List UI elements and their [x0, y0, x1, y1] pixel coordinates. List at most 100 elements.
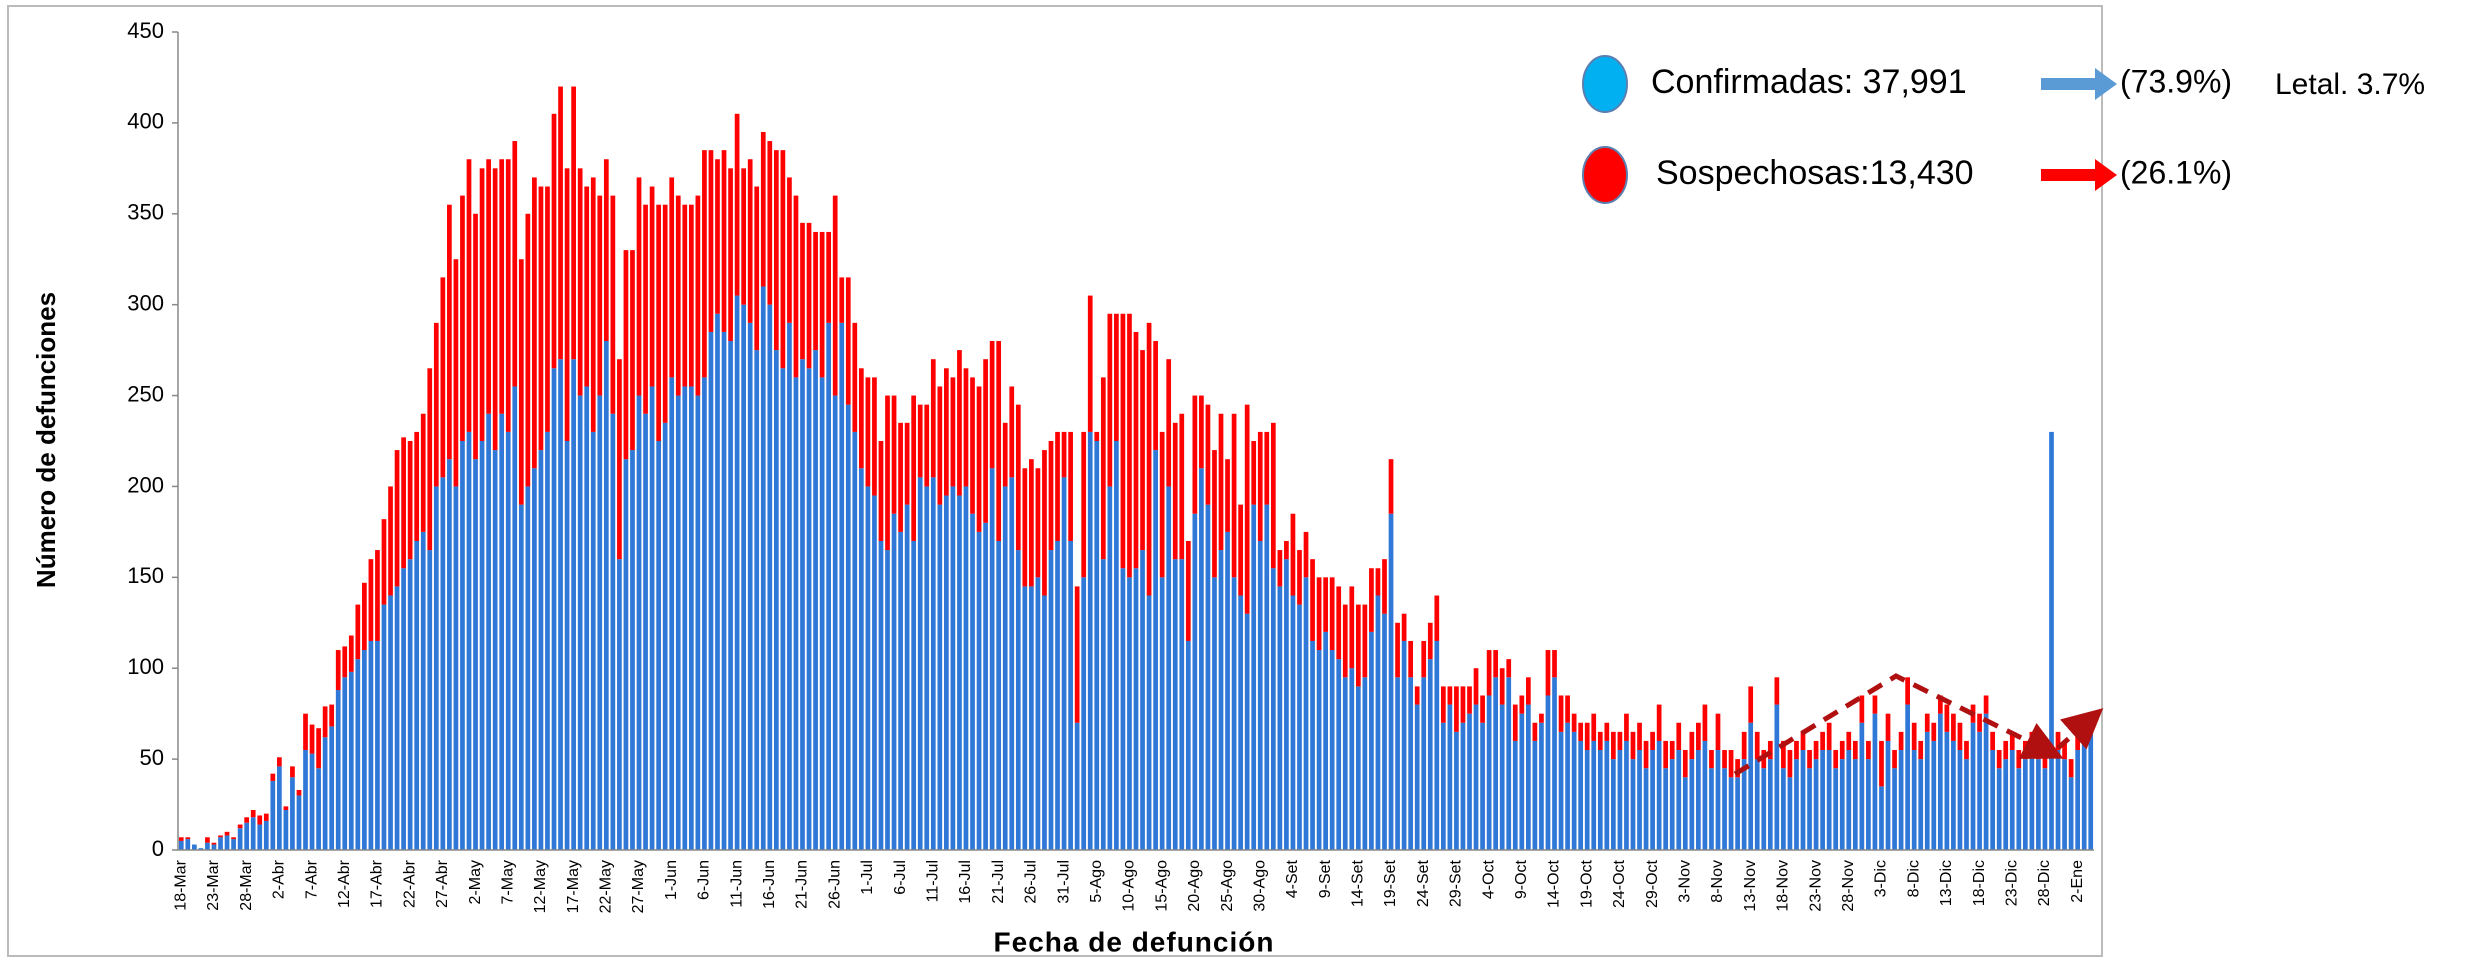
bar: [1741, 731, 1747, 760]
bar: [1310, 640, 1315, 850]
x-tick-label: 16-Jun: [761, 860, 778, 909]
bar: [1977, 731, 1982, 850]
bar: [662, 204, 668, 423]
bar: [793, 195, 799, 378]
bar: [322, 706, 328, 738]
bar: [1918, 759, 1924, 850]
bar: [309, 724, 315, 754]
bar: [224, 835, 230, 850]
bar: [1519, 713, 1525, 850]
bar: [564, 441, 570, 850]
bar: [636, 177, 642, 396]
bar: [898, 422, 903, 532]
bar: [1081, 577, 1087, 850]
x-tick-label: 1-Jul: [859, 860, 876, 895]
bar: [1388, 459, 1394, 514]
bar: [891, 513, 897, 850]
bar: [1774, 677, 1780, 705]
bar: [394, 450, 400, 587]
bar: [303, 713, 308, 751]
bar: [486, 413, 491, 850]
bar: [492, 450, 498, 850]
bar: [1676, 722, 1682, 751]
bar: [1277, 550, 1283, 587]
bar: [963, 486, 969, 850]
x-tick-label: 13-Dic: [1938, 860, 1955, 906]
bar: [1663, 768, 1669, 850]
bar: [976, 531, 982, 850]
bar: [545, 431, 550, 850]
bar: [1813, 759, 1819, 850]
bar: [603, 159, 609, 342]
x-tick-label: 20-Ago: [1186, 860, 1203, 912]
bar: [2029, 750, 2035, 850]
bar: [904, 422, 910, 505]
bar: [741, 168, 746, 305]
bar: [858, 468, 864, 850]
bar: [1617, 750, 1623, 850]
bar: [773, 150, 779, 351]
bar: [839, 277, 845, 323]
x-tick-label: 11-Jun: [728, 860, 745, 908]
bar: [610, 195, 616, 414]
bar: [1440, 686, 1446, 723]
bar: [453, 486, 459, 850]
bar: [388, 595, 393, 850]
bar: [819, 231, 825, 378]
plot-area: 0 50 100 150 200 250 300 350 400 450 18-Mar 23-Mar 2…: [127, 18, 2094, 913]
bar: [1767, 740, 1773, 760]
bar: [1676, 750, 1682, 850]
bar: [1408, 677, 1414, 850]
legend-marker: [1582, 146, 1628, 204]
bar: [924, 404, 930, 487]
bar: [1813, 740, 1819, 760]
bar: [1506, 677, 1512, 850]
bar: [427, 368, 433, 551]
bar: [773, 350, 779, 850]
bar: [1061, 477, 1067, 850]
bar: [1781, 740, 1786, 769]
bar: [440, 477, 446, 850]
bar: [1434, 595, 1440, 641]
bar: [1539, 713, 1544, 723]
bar: [1015, 550, 1021, 850]
x-tick-label: 19-Oct: [1578, 859, 1595, 908]
bar: [1983, 713, 1989, 850]
bar: [1022, 468, 1028, 587]
bar: [1682, 750, 1688, 778]
bar: [473, 459, 478, 850]
bar: [734, 113, 740, 296]
x-tick-label: 26-Jun: [826, 860, 843, 909]
bar: [1604, 740, 1610, 850]
bar: [1526, 704, 1531, 850]
bar: [1480, 695, 1485, 723]
bar: [1839, 759, 1845, 850]
bar: [1728, 777, 1734, 850]
bar: [1454, 686, 1459, 732]
bar: [1493, 650, 1499, 678]
bar: [1800, 731, 1806, 751]
x-tick-label: 11-Jul: [925, 860, 942, 902]
bar: [1578, 740, 1584, 850]
bar: [1539, 722, 1544, 850]
bar: [1133, 568, 1139, 850]
legend-label: Sospechosas:13,430: [1656, 154, 1974, 192]
bar: [505, 431, 511, 850]
bar: [1787, 750, 1793, 778]
bar: [1114, 441, 1119, 850]
x-tick-label: 6-Jul: [892, 860, 909, 895]
bar: [218, 835, 223, 838]
bar: [937, 504, 943, 850]
bar: [2042, 768, 2048, 850]
bar: [1087, 295, 1093, 432]
bar: [290, 777, 295, 850]
x-tick-label: 14-Set: [1350, 859, 1367, 907]
x-tick-label: 19-Set: [1382, 859, 1399, 907]
bar: [1702, 740, 1708, 850]
bar: [532, 177, 537, 469]
x-tick-label: 22-May: [598, 860, 615, 913]
bar: [1624, 713, 1629, 741]
annotation: (26.1%): [2120, 154, 2232, 190]
bar: [1885, 713, 1891, 741]
bar: [1990, 750, 1995, 850]
